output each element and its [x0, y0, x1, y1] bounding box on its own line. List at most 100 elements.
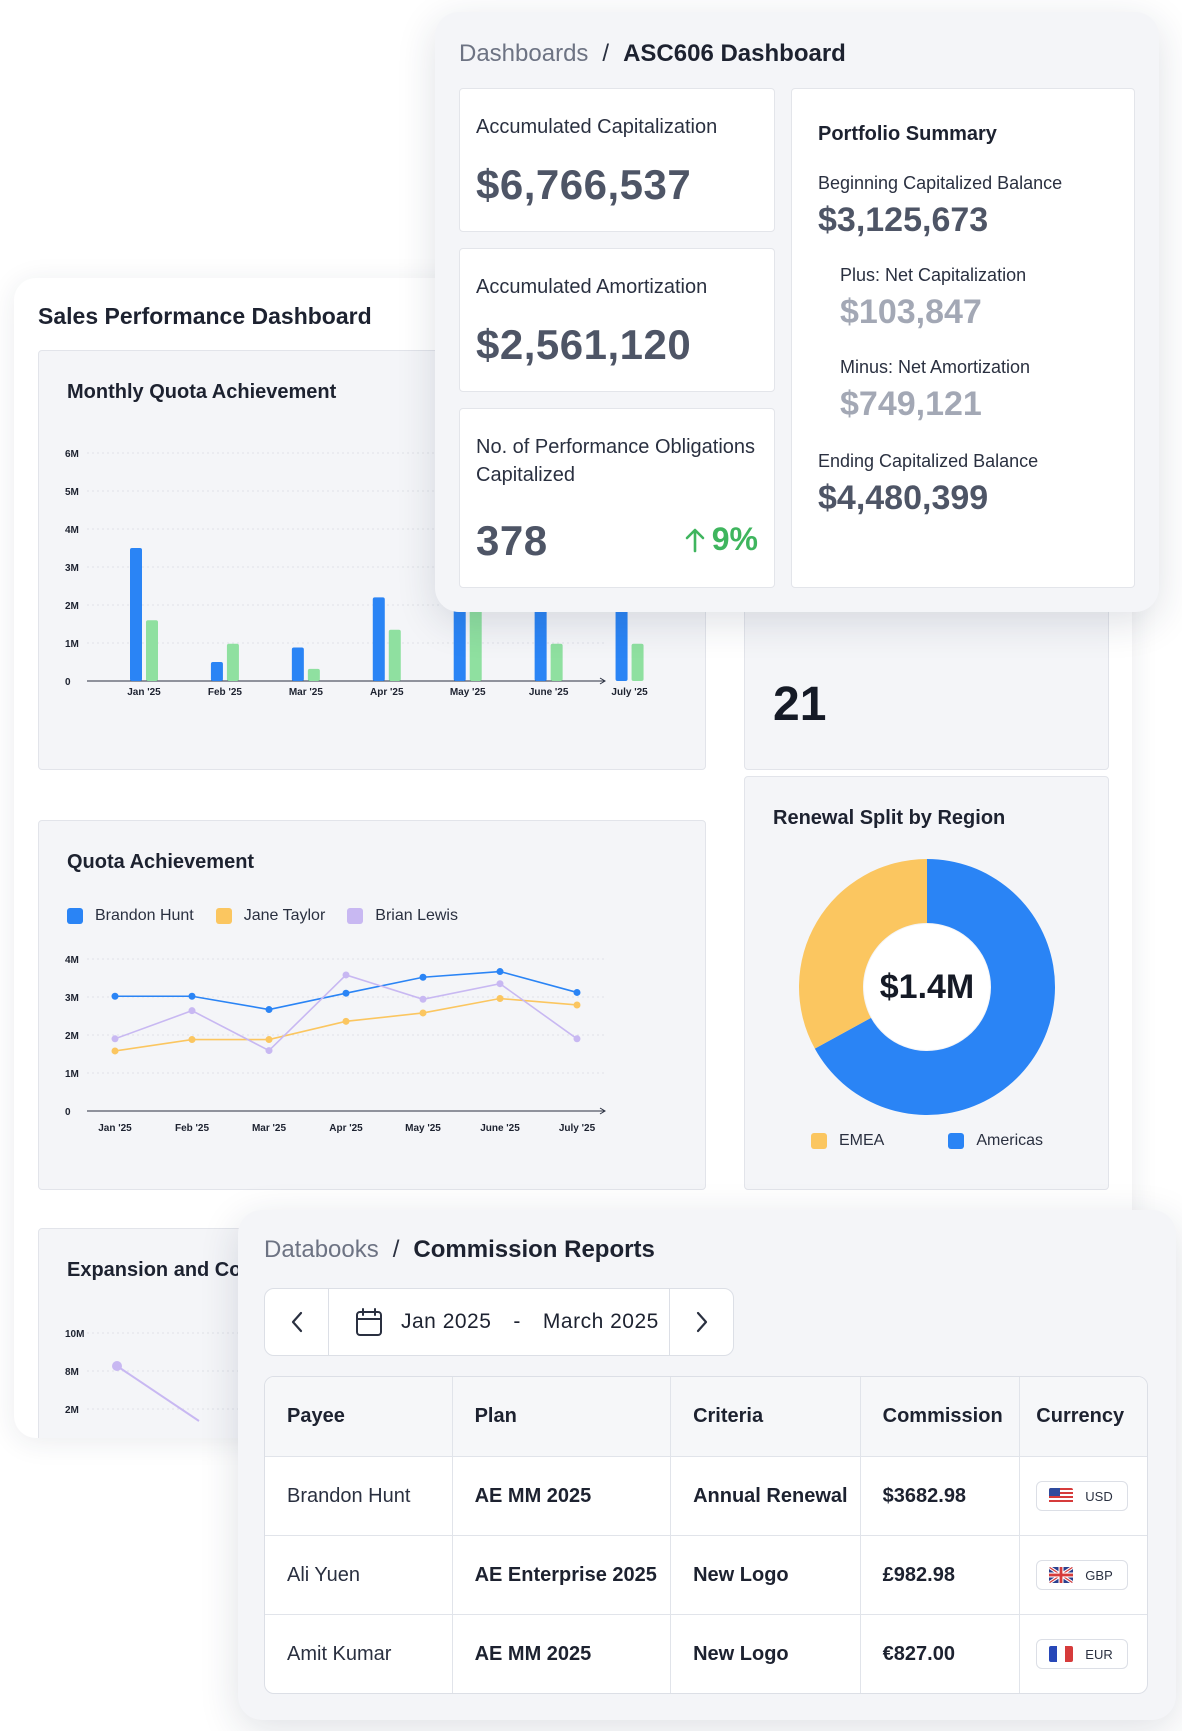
y-tick-label: 6M: [65, 449, 79, 460]
monthly-quota-title: Monthly Quota Achievement: [67, 381, 337, 403]
commission-reports-panel: Databooks / Commission Reports Jan 2025 …: [238, 1210, 1176, 1720]
breadcrumb: Dashboards / ASC606 Dashboard: [459, 40, 846, 68]
series-line: [116, 1365, 200, 1422]
legend-item-emea[interactable]: EMEA: [811, 1132, 884, 1150]
bar: [453, 606, 466, 681]
x-tick-label: June '25: [480, 1123, 520, 1134]
currency-badge: GBP: [1036, 1560, 1128, 1590]
y-tick-label: 2M: [65, 1405, 79, 1416]
data-point: [573, 1001, 581, 1009]
asc606-panel: Dashboards / ASC606 Dashboard Accumulate…: [435, 12, 1159, 612]
series-line: [114, 974, 578, 1052]
commission-cell: $3682.98: [859, 1457, 1020, 1535]
calendar-icon: [356, 1308, 382, 1336]
date-start: Jan 2025: [401, 1310, 492, 1333]
sales-dashboard-title: Sales Performance Dashboard: [38, 303, 372, 329]
column-header-plan[interactable]: Plan: [451, 1377, 671, 1456]
data-point: [342, 1017, 350, 1025]
column-header-criteria[interactable]: Criteria: [670, 1377, 860, 1456]
currency-cell: EUR: [1019, 1615, 1147, 1693]
x-tick-label: Jan '25: [127, 687, 161, 698]
criteria-cell: New Logo: [670, 1536, 860, 1614]
y-tick-label: 0: [65, 1107, 71, 1118]
data-point: [496, 980, 504, 988]
previous-period-button[interactable]: [265, 1289, 329, 1355]
x-tick-label: Feb '25: [175, 1123, 209, 1134]
expansion-title: Expansion and Con: [67, 1259, 254, 1281]
table-row[interactable]: Ali Yuen AE Enterprise 2025 New Logo £98…: [265, 1535, 1147, 1614]
x-axis-arrow: [599, 677, 606, 685]
metric-label: No. of Performance Obligations Capitaliz…: [476, 436, 756, 486]
y-tick-label: 8M: [65, 1367, 79, 1378]
table-row[interactable]: Amit Kumar AE MM 2025 New Logo €827.00 E…: [265, 1614, 1147, 1693]
breadcrumb: Databooks / Commission Reports: [264, 1236, 655, 1264]
page-title: ASC606 Dashboard: [623, 40, 846, 67]
date-end: March 2025: [542, 1310, 659, 1333]
renewal-split-title: Renewal Split by Region: [773, 807, 1006, 829]
legend-label: Brian Lewis: [375, 907, 458, 924]
criteria-cell: New Logo: [670, 1615, 860, 1693]
x-tick-label: Mar '25: [252, 1123, 287, 1134]
metric-value: 378: [476, 517, 548, 564]
y-tick-label: 1M: [65, 639, 79, 650]
y-tick-label: 0: [65, 677, 71, 688]
donut-slice-emea: [799, 859, 927, 1049]
data-point: [188, 1036, 196, 1044]
beginning-balance-label: Beginning Capitalized Balance: [818, 173, 1063, 193]
breadcrumb-separator: /: [392, 1236, 400, 1263]
us-flag-icon: [1049, 1488, 1074, 1504]
ending-balance-value: $4,480,399: [818, 479, 989, 517]
x-tick-label: July '25: [559, 1123, 596, 1134]
legend-label: Brandon Hunt: [95, 907, 194, 924]
donut-slice-americas: [814, 859, 1055, 1115]
commission-cell: €827.00: [859, 1615, 1020, 1693]
data-point: [265, 1036, 273, 1044]
y-tick-label: 1M: [65, 1069, 79, 1080]
accumulated-capitalization-card: Accumulated Capitalization $6,766,537: [459, 88, 775, 232]
legend-label: Jane Taylor: [243, 907, 326, 924]
legend-label: EMEA: [839, 1132, 885, 1149]
legend-item-brian-lewis[interactable]: Brian Lewis: [347, 907, 458, 925]
next-period-button[interactable]: [669, 1289, 733, 1355]
legend-swatch-blue: [948, 1133, 965, 1149]
portfolio-title: Portfolio Summary: [818, 123, 997, 145]
x-tick-label: May '25: [450, 687, 486, 698]
currency-code: GBP: [1085, 1567, 1113, 1583]
column-header-currency[interactable]: Currency: [1019, 1377, 1147, 1456]
date-range-navigator: Jan 2025 - March 2025: [264, 1288, 734, 1356]
stat-value: 21: [773, 678, 827, 731]
chevron-left-icon: [291, 1311, 302, 1333]
x-tick-label: Feb '25: [208, 687, 242, 698]
data-point: [419, 973, 427, 981]
column-header-payee[interactable]: Payee: [287, 1405, 345, 1427]
legend-item-americas[interactable]: Americas: [948, 1132, 1043, 1150]
date-range-picker[interactable]: Jan 2025 - March 2025: [329, 1289, 669, 1355]
beginning-balance-value: $3,125,673: [818, 201, 989, 239]
table-row[interactable]: Brandon Hunt AE MM 2025 Annual Renewal $…: [265, 1456, 1147, 1535]
data-point: [265, 1047, 273, 1055]
performance-obligations-card: No. of Performance Obligations Capitaliz…: [459, 408, 775, 588]
x-tick-label: Apr '25: [370, 687, 404, 698]
data-point: [188, 1007, 196, 1015]
fr-flag-icon: [1049, 1646, 1074, 1662]
legend-item-jane-taylor[interactable]: Jane Taylor: [215, 907, 326, 925]
metric-label: Accumulated Capitalization: [476, 116, 718, 138]
x-tick-label: Jan '25: [98, 1123, 132, 1134]
metric-change-value: 9%: [711, 521, 758, 557]
breadcrumb-dashboards-link[interactable]: Dashboards: [459, 40, 589, 67]
legend-label: Americas: [976, 1132, 1044, 1149]
currency-cell: GBP: [1019, 1536, 1147, 1614]
quota-legend: Brandon Hunt Jane Taylor Brian Lewis: [67, 907, 458, 925]
column-header-commission[interactable]: Commission: [859, 1377, 1020, 1456]
donut-hole: [864, 924, 990, 1050]
y-tick-label: 3M: [65, 993, 79, 1004]
legend-item-brandon-hunt[interactable]: Brandon Hunt: [67, 907, 194, 925]
page-title: Commission Reports: [413, 1236, 655, 1263]
y-tick-label: 3M: [65, 563, 79, 574]
quota-achievement-chart: 0 1M 2M 3M 4M Jan '25 Feb '25 Mar '25 Apr '25 May…: [65, 955, 606, 1134]
bar: [210, 662, 223, 681]
data-point: [573, 1035, 581, 1043]
bar: [372, 597, 385, 681]
breadcrumb-databooks-link[interactable]: Databooks: [264, 1236, 379, 1263]
currency-code: EUR: [1085, 1646, 1113, 1662]
